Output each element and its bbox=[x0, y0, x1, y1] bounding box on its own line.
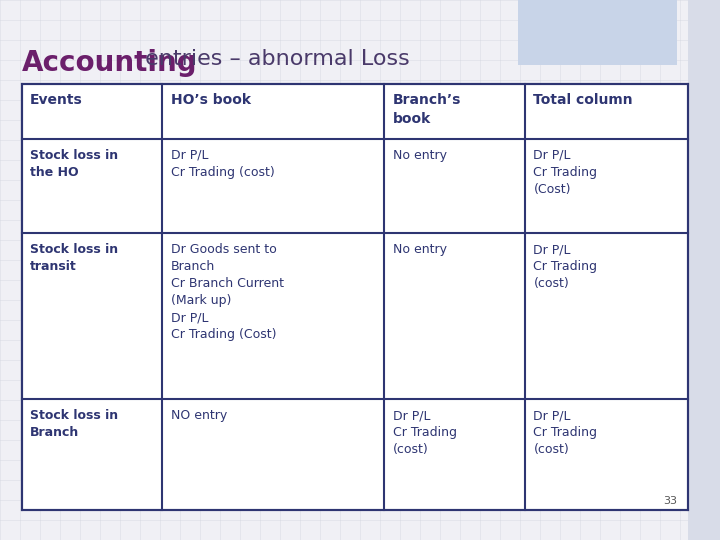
Text: NO entry: NO entry bbox=[171, 409, 227, 422]
Text: Total column: Total column bbox=[534, 93, 633, 107]
Text: 33: 33 bbox=[663, 496, 677, 506]
Text: Events: Events bbox=[30, 93, 83, 107]
Text: No entry: No entry bbox=[393, 149, 447, 162]
Text: Dr P/L
Cr Trading
(cost): Dr P/L Cr Trading (cost) bbox=[534, 243, 598, 290]
Text: Dr P/L
Cr Trading
(Cost): Dr P/L Cr Trading (Cost) bbox=[534, 149, 598, 196]
Text: Stock loss in
the HO: Stock loss in the HO bbox=[30, 149, 118, 179]
Text: Dr Goods sent to
Branch
Cr Branch Current
(Mark up)
Dr P/L
Cr Trading (Cost): Dr Goods sent to Branch Cr Branch Curren… bbox=[171, 243, 284, 341]
Text: Stock loss in
transit: Stock loss in transit bbox=[30, 243, 118, 273]
Text: HO’s book: HO’s book bbox=[171, 93, 251, 107]
Text: Accounting: Accounting bbox=[22, 49, 197, 77]
Text: Branch’s
book: Branch’s book bbox=[393, 93, 462, 126]
Text: No entry: No entry bbox=[393, 243, 447, 256]
Text: Stock loss in
Branch: Stock loss in Branch bbox=[30, 409, 118, 439]
Text: Dr P/L
Cr Trading (cost): Dr P/L Cr Trading (cost) bbox=[171, 149, 274, 179]
Text: Dr P/L
Cr Trading
(cost): Dr P/L Cr Trading (cost) bbox=[534, 409, 598, 456]
Text: Dr P/L
Cr Trading
(cost): Dr P/L Cr Trading (cost) bbox=[393, 409, 456, 456]
Text: entries – abnormal Loss: entries – abnormal Loss bbox=[138, 49, 410, 69]
